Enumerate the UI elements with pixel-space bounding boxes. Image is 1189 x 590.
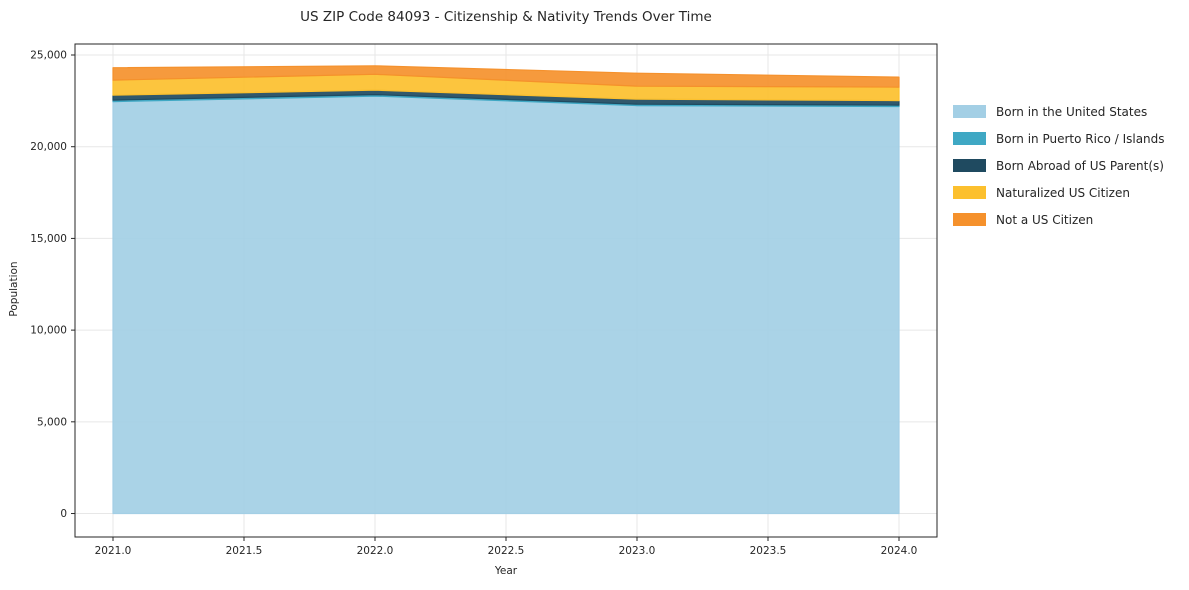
legend-swatch-icon — [953, 213, 986, 226]
legend-item-1: Born in Puerto Rico / Islands — [953, 125, 1165, 152]
x-tick-label: 2022.0 — [357, 545, 394, 557]
legend-swatch-icon — [953, 132, 986, 145]
legend-label: Born in the United States — [996, 104, 1148, 119]
chart-title: US ZIP Code 84093 - Citizenship & Nativi… — [300, 9, 712, 25]
y-axis-label: Population — [8, 261, 20, 317]
x-tick-label: 2023.0 — [619, 545, 656, 557]
legend-label: Naturalized US Citizen — [996, 185, 1130, 200]
legend-swatch-icon — [953, 186, 986, 199]
legend: Born in the United States Born in Puerto … — [953, 98, 1165, 233]
x-tick-label: 2021.0 — [95, 545, 132, 557]
y-tick-label: 5,000 — [37, 416, 67, 428]
y-tick-label: 10,000 — [30, 325, 67, 337]
legend-swatch-icon — [953, 105, 986, 118]
y-tick-label: 25,000 — [30, 50, 67, 62]
legend-label: Born Abroad of US Parent(s) — [996, 158, 1164, 173]
legend-label: Born in Puerto Rico / Islands — [996, 131, 1165, 146]
legend-item-2: Born Abroad of US Parent(s) — [953, 152, 1165, 179]
legend-swatch-icon — [953, 159, 986, 172]
y-tick-label: 20,000 — [30, 141, 67, 153]
x-tick-label: 2021.5 — [226, 545, 263, 557]
y-tick-label: 15,000 — [30, 233, 67, 245]
legend-item-4: Not a US Citizen — [953, 206, 1165, 233]
x-axis-label: Year — [494, 565, 518, 577]
legend-item-0: Born in the United States — [953, 98, 1165, 125]
y-tick-label: 0 — [60, 508, 67, 520]
area-series-0 — [112, 95, 900, 515]
x-tick-label: 2023.5 — [750, 545, 787, 557]
x-tick-label: 2022.5 — [488, 545, 525, 557]
legend-label: Not a US Citizen — [996, 212, 1094, 227]
area-series-4 — [112, 65, 900, 88]
x-tick-label: 2024.0 — [881, 545, 918, 557]
legend-item-3: Naturalized US Citizen — [953, 179, 1165, 206]
